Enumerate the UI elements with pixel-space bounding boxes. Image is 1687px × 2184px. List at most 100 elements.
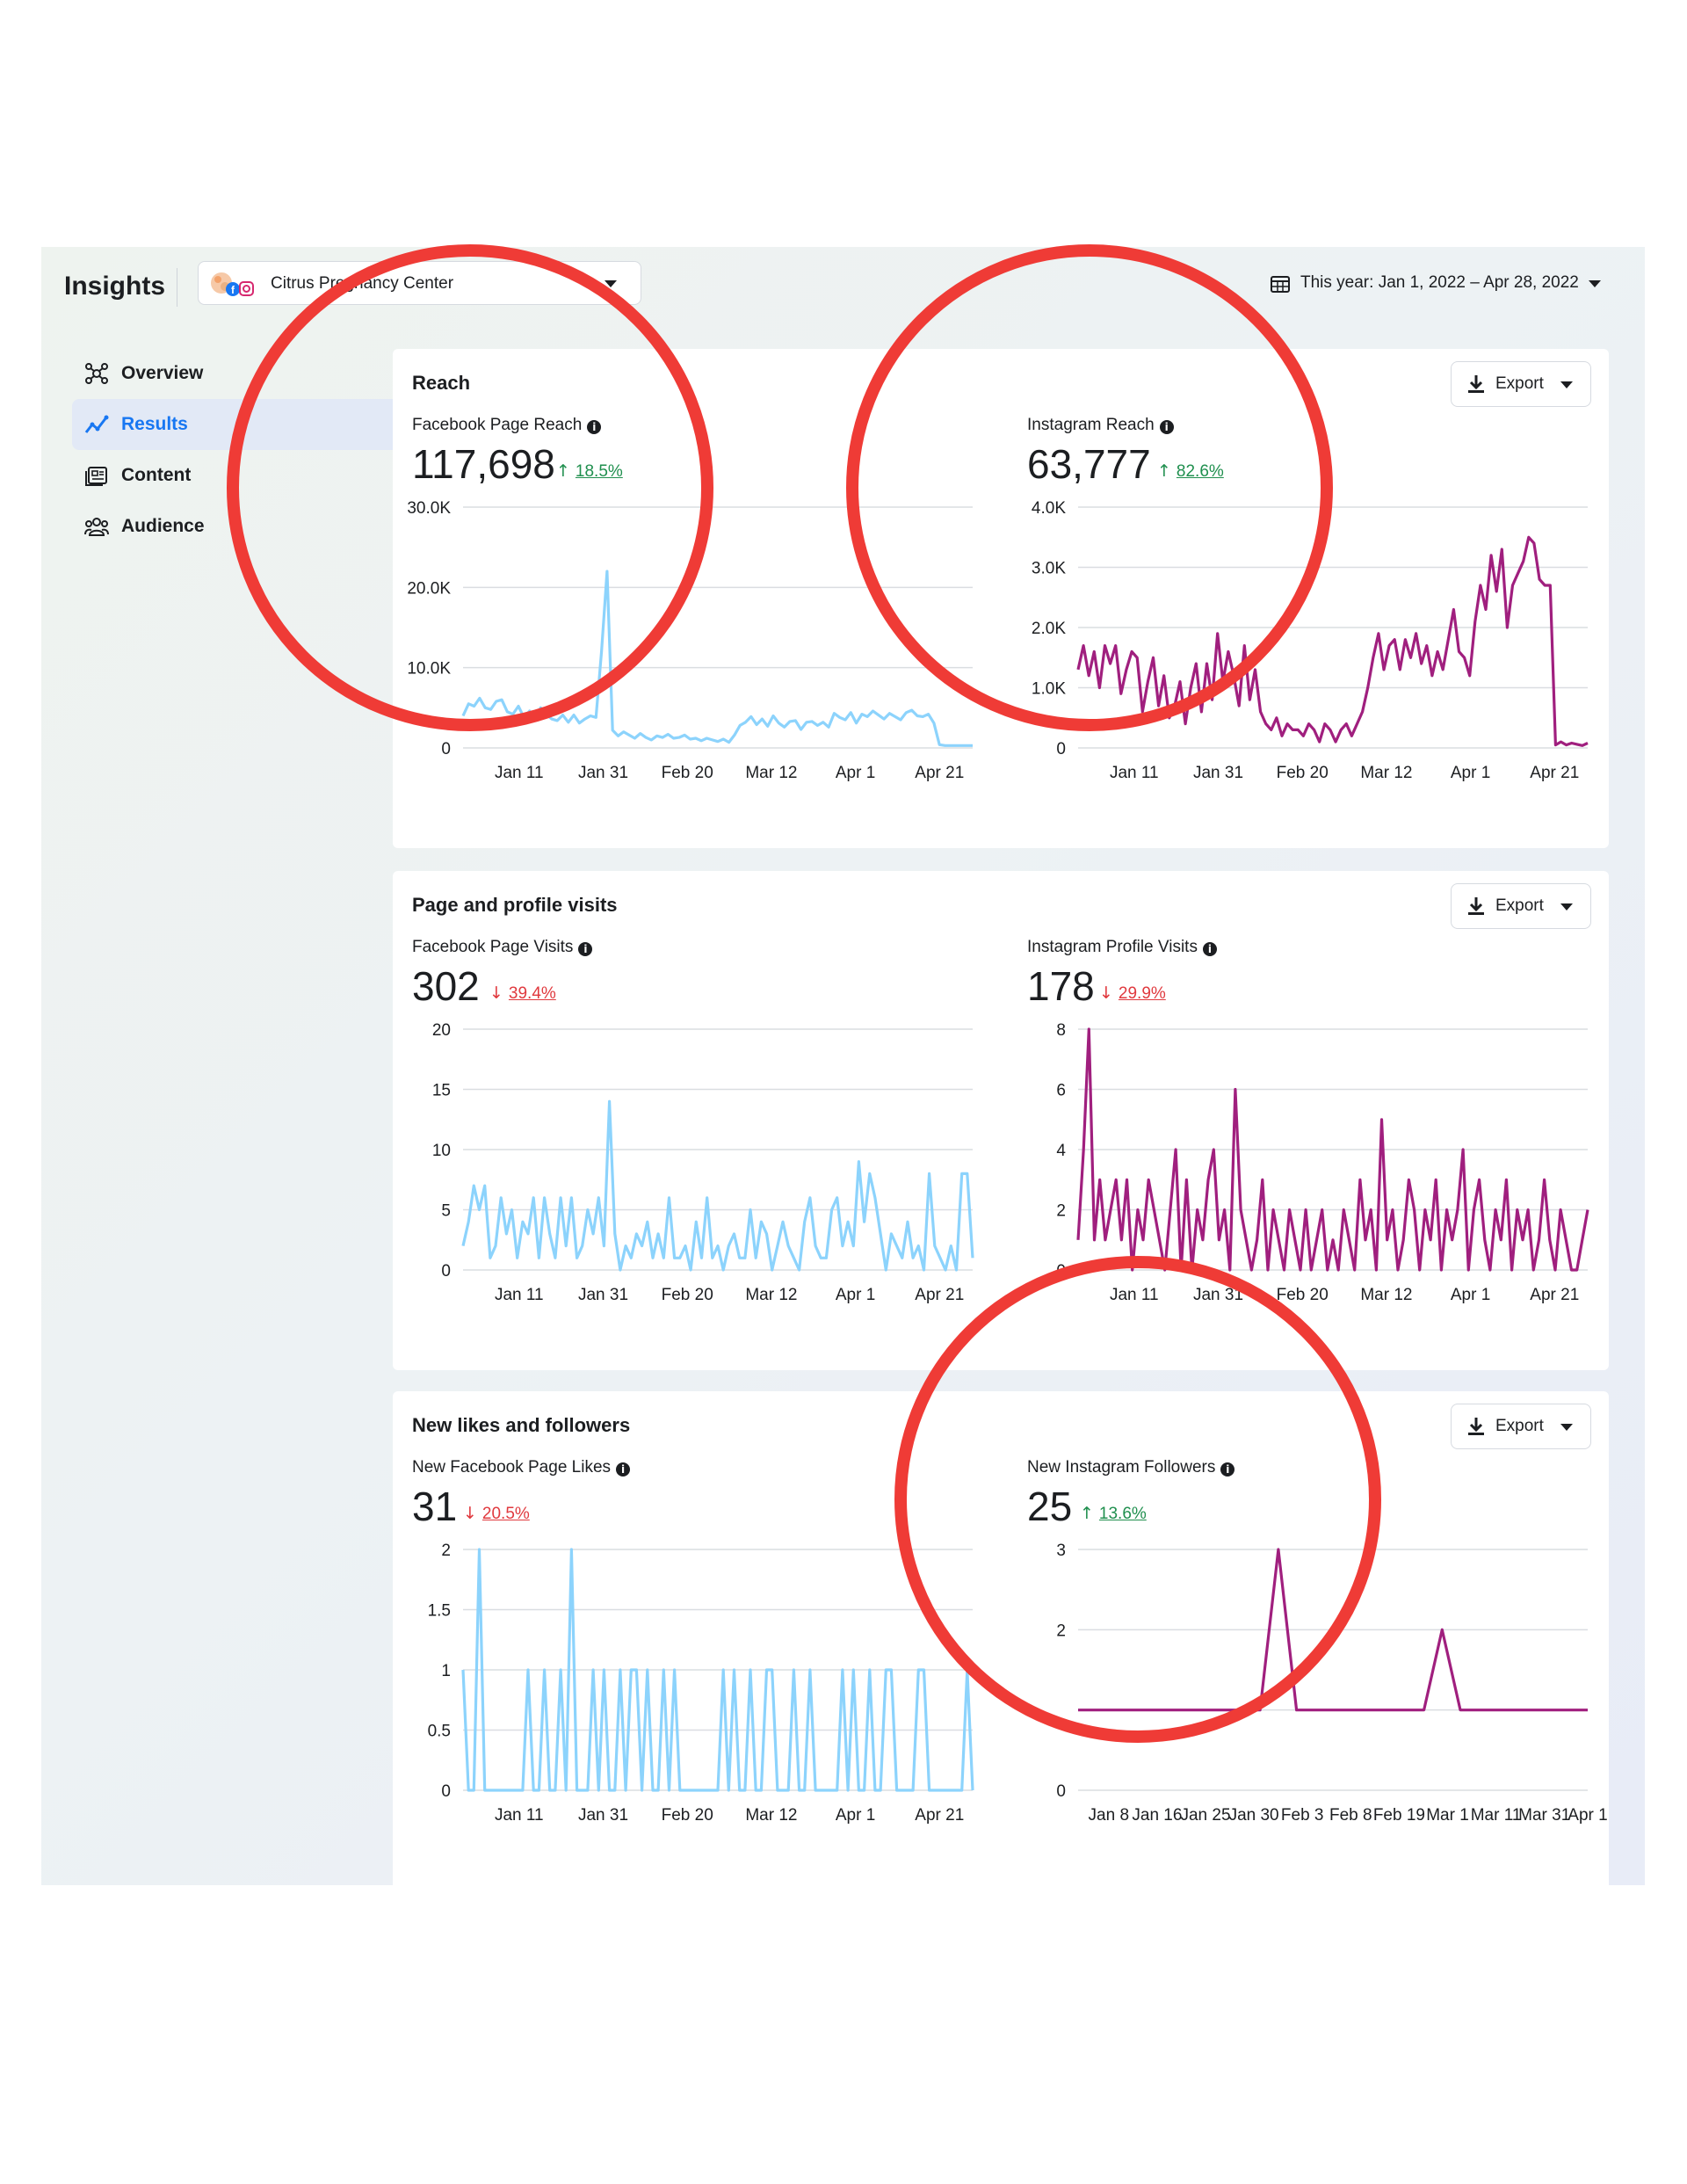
x-tick-label: Apr 1 <box>836 1806 875 1825</box>
chevron-down-icon <box>1560 381 1573 388</box>
y-tick-label: 2 <box>441 1542 451 1560</box>
y-tick-label: 1 <box>441 1662 451 1680</box>
x-tick-label: Feb 20 <box>662 1286 713 1304</box>
delta-badge: ↑ 18.5% <box>556 461 623 481</box>
y-tick-label: 0 <box>1056 1262 1066 1281</box>
x-tick-label: Apr 1 <box>1568 1806 1607 1825</box>
delta-badge: ↑ 82.6% <box>1157 461 1224 481</box>
account-name: Citrus Pregnancy Center <box>271 274 454 293</box>
x-tick-label: Feb 8 <box>1329 1806 1372 1825</box>
metric-label: New Instagram Followers i <box>1027 1458 1235 1477</box>
y-tick-label: 0 <box>1056 740 1066 758</box>
x-tick-label: Mar 1 <box>1426 1806 1469 1825</box>
download-icon <box>1468 375 1484 393</box>
instagram-reach-chart: 0 1.0K 2.0K 3.0K 4.0K Jan 11 Jan 31 Feb 20 Mar 1… <box>1032 499 1589 782</box>
metric-value: 302 <box>412 963 480 1009</box>
y-tick-label: 2 <box>1056 1202 1066 1221</box>
export-button[interactable]: Export <box>1451 883 1591 929</box>
metric-label: Instagram Reach i <box>1027 416 1174 435</box>
sidebar-item-label: Audience <box>121 516 205 536</box>
card-title: Reach <box>412 372 471 394</box>
sidebar-item-label: Results <box>121 414 188 434</box>
y-tick-label: 10.0K <box>407 660 451 678</box>
x-tick-label: Apr 21 <box>1530 764 1579 782</box>
sidebar: Overview Results Content <box>72 348 404 552</box>
x-tick-label: Jan 25 <box>1180 1806 1230 1825</box>
x-tick-label: Jan 30 <box>1229 1806 1279 1825</box>
instagram-visits-chart: 0 2 4 6 8 Jan 11 Jan 31 Feb 20 Mar 12 Apr 1 Apr 21 <box>1056 1021 1589 1304</box>
facebook-likes-chart: 0 0.5 1 1.5 2 Jan 11 Jan 31 Feb 20 Mar 12 Apr 1 Ap… <box>428 1542 974 1825</box>
insights-app: Insights f Citrus Pregnancy Center <box>41 247 1645 1885</box>
x-tick-label: Jan 11 <box>495 1286 544 1304</box>
delta-badge: ↓ 29.9% <box>1099 983 1166 1003</box>
y-tick-label: 2 <box>1056 1622 1066 1640</box>
sidebar-item-content[interactable]: Content <box>72 450 404 501</box>
y-tick-label: 3 <box>1056 1542 1066 1560</box>
x-tick-label: Jan 11 <box>495 764 544 782</box>
y-tick-label: 0 <box>1056 1782 1066 1801</box>
info-icon[interactable]: i <box>616 1462 631 1477</box>
x-tick-label: Mar 12 <box>745 1806 797 1825</box>
page-title: Insights <box>64 272 166 301</box>
metric-value: 63,777 <box>1027 441 1151 487</box>
sidebar-item-label: Overview <box>121 363 204 383</box>
overview-icon <box>85 363 108 384</box>
y-tick-label: 10 <box>432 1142 451 1160</box>
y-tick-label: 15 <box>432 1082 451 1100</box>
facebook-page-reach-metric: Facebook Page Reach i 117,698 ↑ 18.5% 0 10.… <box>407 416 974 785</box>
sidebar-item-audience[interactable]: Audience <box>72 501 404 552</box>
download-icon <box>1468 1418 1484 1435</box>
x-tick-label: Jan 31 <box>578 1806 628 1825</box>
y-tick-label: 0 <box>441 740 451 758</box>
y-tick-label: 0 <box>441 1262 451 1281</box>
date-range-picker[interactable]: This year: Jan 1, 2022 – Apr 28, 2022 <box>1271 270 1601 300</box>
info-icon[interactable]: i <box>1220 1462 1235 1477</box>
account-avatar-icon: f <box>211 272 254 296</box>
x-tick-label: Feb 20 <box>1277 764 1329 782</box>
info-icon[interactable]: i <box>578 942 593 956</box>
x-tick-label: Feb 19 <box>1373 1806 1425 1825</box>
chevron-down-icon <box>1560 903 1573 911</box>
sidebar-item-results[interactable]: Results <box>72 399 404 450</box>
x-tick-label: Jan 31 <box>578 764 628 782</box>
download-icon <box>1468 897 1484 915</box>
delta-badge: ↓ 39.4% <box>489 983 556 1003</box>
export-label: Export <box>1495 374 1544 393</box>
x-tick-label: Feb 20 <box>662 1806 713 1825</box>
y-tick-label: 20 <box>432 1021 451 1040</box>
chevron-down-icon <box>1560 1424 1573 1431</box>
delta-badge: ↑ 13.6% <box>1080 1504 1147 1523</box>
content-icon <box>85 467 107 486</box>
export-button[interactable]: Export <box>1451 1404 1591 1449</box>
x-tick-label: Apr 1 <box>1451 1286 1490 1304</box>
y-tick-label: 8 <box>1056 1021 1066 1040</box>
y-tick-label: 2.0K <box>1032 620 1066 638</box>
info-icon[interactable]: i <box>1159 420 1174 434</box>
info-icon[interactable]: i <box>587 420 602 434</box>
chevron-down-icon <box>1589 280 1601 287</box>
x-tick-label: Feb 3 <box>1281 1806 1324 1825</box>
x-tick-label: Apr 21 <box>915 764 964 782</box>
x-tick-label: Apr 21 <box>915 1806 964 1825</box>
sidebar-item-overview[interactable]: Overview <box>72 348 404 399</box>
new-facebook-page-likes-metric: New Facebook Page Likes i 31 ↓ 20.5% 0 0.5 1… <box>412 1458 974 1827</box>
x-tick-label: Jan 16 <box>1132 1806 1182 1825</box>
instagram-reach-metric: Instagram Reach i 63,777 ↑ 82.6% 0 1.0K 2.0K… <box>1027 416 1589 785</box>
facebook-page-visits-metric: Facebook Page Visits i 302 ↓ 39.4% 0 5 10 15 2… <box>412 938 974 1307</box>
y-tick-label: 1.5 <box>428 1602 451 1621</box>
x-tick-label: Apr 1 <box>1451 764 1490 782</box>
metric-value: 25 <box>1027 1484 1073 1529</box>
facebook-visits-chart: 0 5 10 15 20 Jan 11 Jan 31 Feb 20 Mar 12 Apr 1 Apr… <box>432 1021 974 1304</box>
sidebar-item-label: Content <box>121 465 192 485</box>
y-tick-label: 4.0K <box>1032 499 1066 518</box>
x-tick-label: Mar 12 <box>745 764 797 782</box>
account-selector[interactable]: f Citrus Pregnancy Center <box>198 261 641 305</box>
x-tick-label: Jan 8 <box>1089 1806 1129 1825</box>
info-icon[interactable]: i <box>1202 942 1217 956</box>
export-button[interactable]: Export <box>1451 361 1591 407</box>
metric-value: 31 <box>412 1484 458 1529</box>
metric-label: Facebook Page Reach i <box>412 416 602 435</box>
date-range-label: This year: Jan 1, 2022 – Apr 28, 2022 <box>1300 273 1579 292</box>
y-tick-label: 0 <box>441 1782 451 1801</box>
